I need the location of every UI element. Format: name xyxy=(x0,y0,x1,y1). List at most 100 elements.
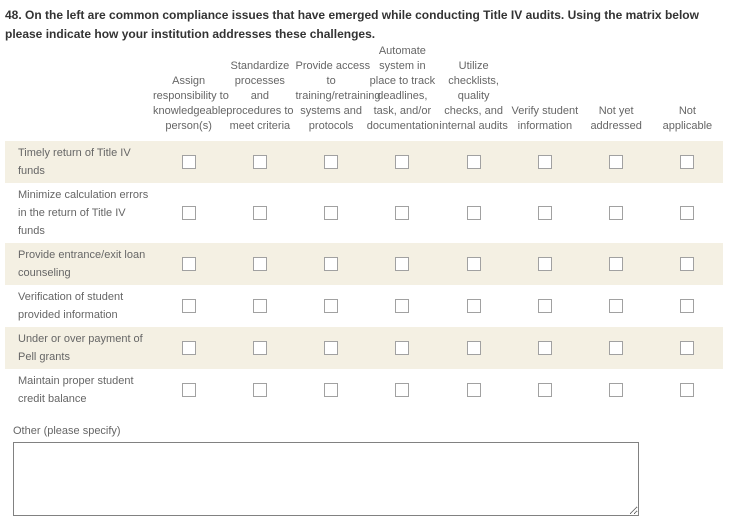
matrix-row-label: Maintain proper student credit balance xyxy=(18,375,134,405)
matrix-checkbox[interactable] xyxy=(252,382,267,397)
matrix-cell xyxy=(224,141,295,183)
matrix-checkbox[interactable] xyxy=(181,340,196,355)
matrix-checkbox[interactable] xyxy=(609,256,624,271)
matrix-checkbox[interactable] xyxy=(395,382,410,397)
matrix-row-label: Minimize calculation errors in the retur… xyxy=(18,189,149,237)
matrix-cell xyxy=(296,285,367,327)
matrix-cell xyxy=(153,285,224,327)
question-title: 48. On the left are common compliance is… xyxy=(5,8,699,41)
matrix-checkbox[interactable] xyxy=(324,298,339,313)
matrix-checkbox[interactable] xyxy=(181,382,196,397)
matrix-checkbox[interactable] xyxy=(324,205,339,220)
matrix-checkbox[interactable] xyxy=(609,340,624,355)
matrix-row: Timely return of Title IV funds xyxy=(5,141,723,183)
matrix-cell xyxy=(224,243,295,285)
matrix-checkbox[interactable] xyxy=(252,205,267,220)
matrix-checkbox[interactable] xyxy=(609,205,624,220)
matrix-checkbox[interactable] xyxy=(324,340,339,355)
matrix-cell xyxy=(367,183,438,243)
matrix-column-header: Utilize checklists, quality checks, and … xyxy=(439,60,508,132)
matrix-cell xyxy=(652,141,723,183)
matrix-checkbox[interactable] xyxy=(680,154,695,169)
matrix-cell xyxy=(296,327,367,369)
matrix-cell xyxy=(296,141,367,183)
matrix-cell xyxy=(509,243,580,285)
matrix-checkbox[interactable] xyxy=(680,382,695,397)
matrix-checkbox[interactable] xyxy=(680,256,695,271)
matrix-checkbox[interactable] xyxy=(466,154,481,169)
matrix-checkbox[interactable] xyxy=(609,298,624,313)
matrix-checkbox[interactable] xyxy=(537,298,552,313)
matrix-column-header: Not yet addressed xyxy=(590,105,642,132)
matrix-cell xyxy=(153,243,224,285)
matrix-checkbox[interactable] xyxy=(537,154,552,169)
matrix-checkbox[interactable] xyxy=(466,340,481,355)
matrix-row-label: Under or over payment of Pell grants xyxy=(18,333,143,363)
matrix-checkbox[interactable] xyxy=(537,382,552,397)
matrix-checkbox[interactable] xyxy=(466,256,481,271)
matrix-cell xyxy=(224,285,295,327)
matrix-cell xyxy=(652,369,723,411)
matrix-cell xyxy=(509,327,580,369)
matrix-cell xyxy=(367,141,438,183)
matrix-cell xyxy=(224,369,295,411)
matrix-checkbox[interactable] xyxy=(252,298,267,313)
matrix-checkbox[interactable] xyxy=(324,382,339,397)
matrix-checkbox[interactable] xyxy=(537,205,552,220)
matrix-cell xyxy=(438,243,509,285)
matrix-checkbox[interactable] xyxy=(537,340,552,355)
matrix-cell xyxy=(509,141,580,183)
matrix-checkbox[interactable] xyxy=(537,256,552,271)
matrix-row-label: Verification of student provided informa… xyxy=(18,291,124,321)
matrix-cell xyxy=(153,369,224,411)
matrix-checkbox[interactable] xyxy=(252,340,267,355)
matrix-checkbox[interactable] xyxy=(181,256,196,271)
matrix-checkbox[interactable] xyxy=(181,154,196,169)
other-label: Other (please specify) xyxy=(13,425,121,437)
matrix-checkbox[interactable] xyxy=(466,298,481,313)
matrix-checkbox[interactable] xyxy=(395,298,410,313)
matrix-cell xyxy=(438,327,509,369)
matrix-cell xyxy=(367,327,438,369)
matrix-checkbox[interactable] xyxy=(395,256,410,271)
matrix-checkbox[interactable] xyxy=(466,205,481,220)
matrix-cell xyxy=(509,369,580,411)
matrix-checkbox[interactable] xyxy=(680,340,695,355)
matrix-checkbox[interactable] xyxy=(609,382,624,397)
matrix-cell xyxy=(296,183,367,243)
matrix-checkbox[interactable] xyxy=(324,154,339,169)
matrix-header: Assign responsibility to knowledgeable p… xyxy=(5,44,723,141)
matrix-cell xyxy=(581,327,652,369)
matrix-checkbox[interactable] xyxy=(181,298,196,313)
matrix-checkbox[interactable] xyxy=(466,382,481,397)
matrix-cell xyxy=(652,243,723,285)
matrix-checkbox[interactable] xyxy=(181,205,196,220)
matrix-checkbox[interactable] xyxy=(395,154,410,169)
matrix-checkbox[interactable] xyxy=(252,256,267,271)
matrix-checkbox[interactable] xyxy=(395,340,410,355)
matrix-cell xyxy=(296,369,367,411)
matrix-row-label: Provide entrance/exit loan counseling xyxy=(18,249,146,279)
matrix-cell xyxy=(438,369,509,411)
matrix-column-header: Automate system in place to track deadli… xyxy=(366,45,439,132)
matrix-column-header: Assign responsibility to knowledgeable p… xyxy=(153,75,229,132)
matrix-cell xyxy=(367,285,438,327)
matrix-cell xyxy=(153,327,224,369)
matrix-checkbox[interactable] xyxy=(680,205,695,220)
matrix-cell xyxy=(438,183,509,243)
matrix-row: Verification of student provided informa… xyxy=(5,285,723,327)
matrix-column-header: Not applicable xyxy=(662,105,713,132)
matrix-cell xyxy=(652,285,723,327)
matrix-checkbox[interactable] xyxy=(252,154,267,169)
matrix-cell xyxy=(153,141,224,183)
matrix-cell xyxy=(581,183,652,243)
matrix-column-header: Provide access to training/retraining sy… xyxy=(295,60,381,132)
matrix-checkbox[interactable] xyxy=(395,205,410,220)
matrix-checkbox[interactable] xyxy=(680,298,695,313)
matrix-cell xyxy=(509,183,580,243)
matrix-checkbox[interactable] xyxy=(324,256,339,271)
matrix-cell xyxy=(581,243,652,285)
matrix-checkbox[interactable] xyxy=(609,154,624,169)
other-textarea[interactable] xyxy=(13,442,639,516)
